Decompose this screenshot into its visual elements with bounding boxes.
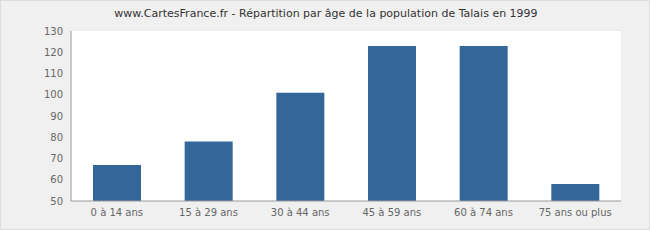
svg-text:50: 50	[50, 196, 63, 207]
svg-text:130: 130	[44, 26, 63, 37]
svg-text:80: 80	[50, 132, 63, 143]
svg-text:110: 110	[44, 68, 63, 79]
svg-text:15 à 29 ans: 15 à 29 ans	[179, 207, 238, 218]
svg-text:100: 100	[44, 89, 63, 100]
svg-text:60 à 74 ans: 60 à 74 ans	[454, 207, 513, 218]
svg-text:60: 60	[50, 174, 63, 185]
svg-text:0 à 14 ans: 0 à 14 ans	[91, 207, 143, 218]
svg-text:30 à 44 ans: 30 à 44 ans	[271, 207, 330, 218]
svg-text:90: 90	[50, 111, 63, 122]
svg-text:75 ans ou plus: 75 ans ou plus	[539, 207, 612, 218]
svg-text:70: 70	[50, 153, 63, 164]
svg-text:45 à 59 ans: 45 à 59 ans	[362, 207, 421, 218]
svg-text:120: 120	[44, 47, 63, 58]
html-text:www.CartesFrance.fr - Répartit: www.CartesFrance.fr - Répartition par âg…	[114, 7, 538, 20]
